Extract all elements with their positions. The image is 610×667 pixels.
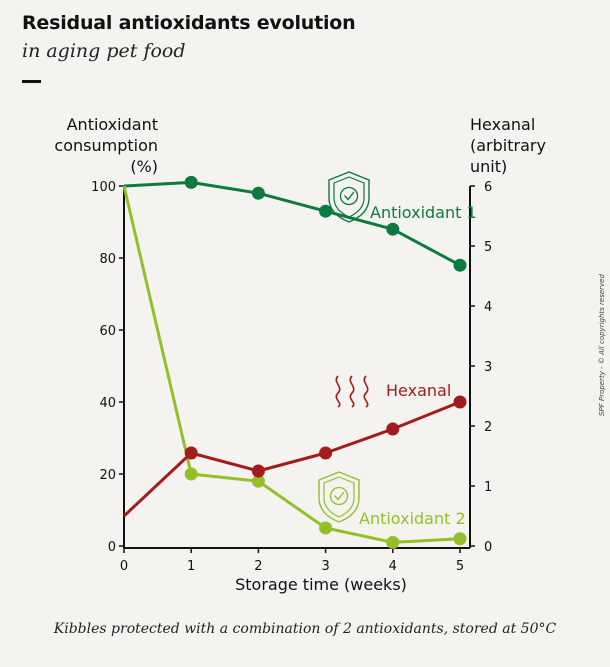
y-right-tick-label: 5: [484, 240, 492, 255]
x-tick-label: 3: [321, 559, 329, 574]
data-point: [453, 258, 467, 272]
data-point: [453, 395, 467, 409]
data-point: [453, 532, 467, 546]
title-underline: [22, 80, 41, 83]
data-point: [386, 422, 400, 436]
y-right-tick-label: 4: [484, 300, 492, 315]
data-point: [251, 474, 265, 488]
antioxidant-1-shield-icon: [328, 171, 370, 223]
data-point: [251, 464, 265, 478]
x-tick-label: 1: [187, 559, 195, 574]
y-left-tick-label: 80: [99, 252, 116, 267]
series-line-antioxidant-2: [122, 185, 461, 544]
copyright-notice: SPF Property - © All copyrights reserved: [598, 274, 606, 416]
data-point: [386, 535, 400, 549]
y-right-axis-title: Hexanal (arbitrary unit): [470, 115, 546, 176]
y-right-tick-label: 3: [484, 360, 492, 375]
data-point: [184, 467, 198, 481]
y-right-tick-label: 6: [484, 180, 492, 195]
x-tick-label: 2: [254, 559, 262, 574]
x-tick-label: 5: [456, 559, 464, 574]
data-point: [319, 446, 333, 460]
data-point: [319, 204, 333, 218]
data-point: [184, 446, 198, 460]
data-point: [184, 175, 198, 189]
y-left-tick-label: 60: [99, 324, 116, 339]
data-point: [319, 521, 333, 535]
chart-title: Residual antioxidants evolution: [22, 12, 356, 34]
y-left-tick-label: 20: [99, 468, 116, 483]
x-axis-title: Storage time (weeks): [235, 575, 407, 594]
x-tick-label: 4: [389, 559, 397, 574]
hexanal-smell-icon: [335, 375, 369, 408]
chart-caption: Kibbles protected with a combination of …: [53, 621, 557, 637]
chart-subtitle: in aging pet food: [22, 40, 186, 62]
series-line-hexanal: [122, 400, 461, 518]
series-line-antioxidant-1: [123, 180, 461, 267]
antioxidant-1-label: Antioxidant 1: [370, 203, 477, 222]
y-left-tick-label: 40: [99, 396, 116, 411]
y-right-tick-label: 2: [484, 420, 492, 435]
y-left-axis-title: Antioxidant consumption (%): [54, 115, 158, 176]
data-point: [251, 186, 265, 200]
antioxidant-2-shield-icon: [318, 471, 360, 523]
antioxidant-2-label: Antioxidant 2: [359, 509, 466, 528]
y-right-tick-label: 0: [484, 540, 492, 555]
y-right-tick-label: 1: [484, 480, 492, 495]
y-left-tick-label: 0: [108, 540, 116, 555]
x-tick-label: 0: [120, 559, 128, 574]
data-point: [386, 222, 400, 236]
hexanal-label: Hexanal: [386, 381, 451, 400]
y-left-tick-label: 100: [91, 180, 116, 195]
